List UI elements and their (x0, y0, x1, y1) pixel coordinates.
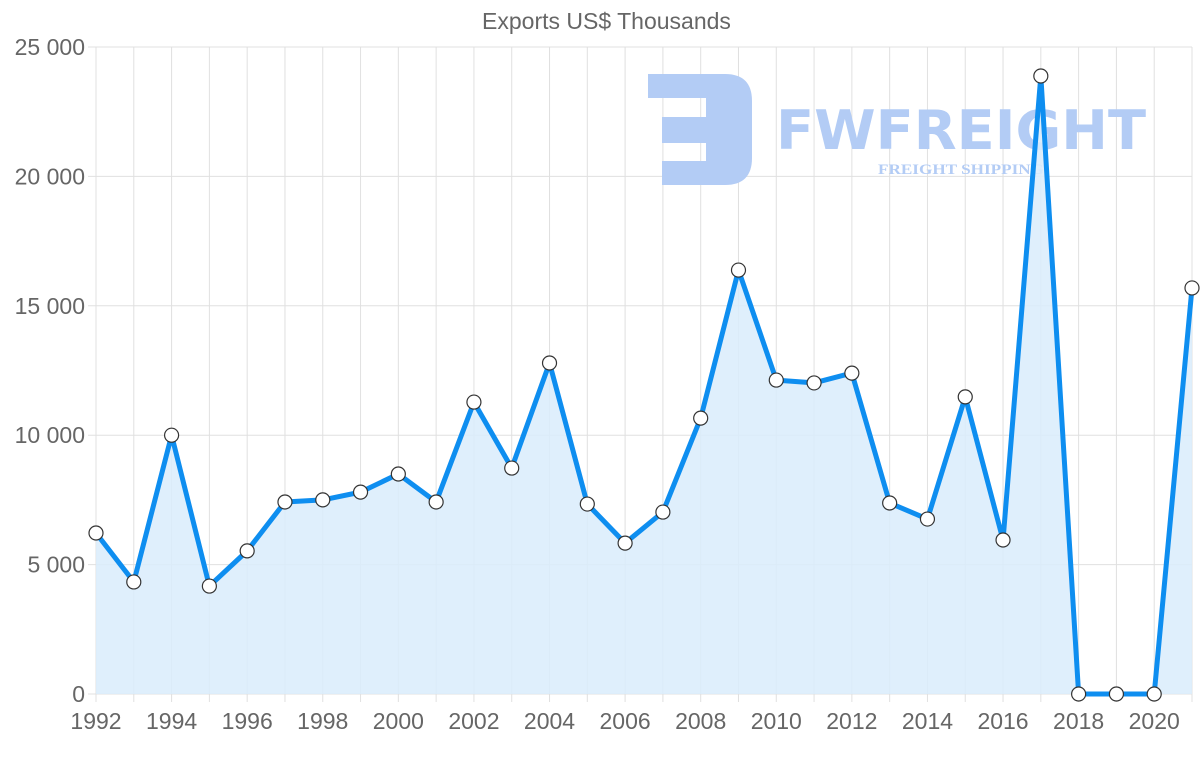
x-tick-label: 2016 (977, 708, 1028, 734)
data-point[interactable] (201, 578, 217, 594)
x-tick-label: 1998 (297, 708, 348, 734)
x-tick-label: 2020 (1129, 708, 1180, 734)
area-fill (96, 75, 1192, 695)
y-tick-label: 25 000 (15, 34, 85, 60)
data-point[interactable] (390, 466, 406, 482)
data-point[interactable] (579, 496, 595, 512)
data-point[interactable] (806, 375, 822, 391)
watermark-tagline: FREIGHT SHIPPING (878, 162, 1044, 178)
data-point[interactable] (957, 389, 973, 405)
data-point[interactable] (126, 574, 142, 590)
data-point[interactable] (730, 262, 747, 278)
watermark-logo: FWFREIGHT FREIGHT SHIPPING (648, 74, 1146, 185)
data-point[interactable] (541, 355, 558, 371)
y-tick-label: 10 000 (15, 422, 85, 448)
y-tick-label: 5 000 (27, 552, 85, 578)
x-tick-label: 2012 (826, 708, 877, 734)
data-point[interactable] (655, 504, 671, 520)
x-tick-label: 1996 (222, 708, 273, 734)
data-point[interactable] (768, 372, 784, 388)
data-point[interactable] (617, 535, 633, 551)
data-point[interactable] (1108, 686, 1125, 702)
y-tick-label: 0 (72, 681, 85, 707)
data-point[interactable] (1184, 280, 1200, 296)
data-point[interactable] (995, 532, 1011, 548)
x-tick-label: 2004 (524, 708, 575, 734)
data-point[interactable] (1071, 686, 1087, 702)
data-point[interactable] (277, 494, 293, 510)
data-point[interactable] (88, 525, 104, 541)
data-point[interactable] (352, 484, 369, 500)
x-tick-label: 1994 (146, 708, 197, 734)
x-tick-label: 2000 (373, 708, 424, 734)
watermark-brand: FWFREIGHT (776, 99, 1146, 162)
data-point[interactable] (844, 365, 860, 381)
x-tick-label: 2002 (448, 708, 499, 734)
data-point[interactable] (882, 495, 898, 511)
x-axis-ticks: 1992 1994 1996 1998 2000 2002 2004 2006 2008 2010… (70, 708, 1179, 734)
watermark-logo-icon (648, 74, 752, 185)
data-point[interactable] (428, 494, 444, 510)
data-point[interactable] (315, 492, 331, 508)
x-tick-label: 2018 (1053, 708, 1104, 734)
y-tick-label: 20 000 (15, 163, 85, 189)
x-tick-label: 2014 (902, 708, 953, 734)
data-line (94, 73, 1195, 697)
data-point[interactable] (163, 427, 180, 443)
data-point[interactable] (919, 511, 936, 527)
y-tick-label: 15 000 (15, 293, 85, 319)
data-points (88, 68, 1200, 702)
data-point[interactable] (504, 460, 520, 476)
data-point[interactable] (1146, 686, 1162, 702)
x-tick-label: 2006 (600, 708, 651, 734)
data-point[interactable] (1033, 68, 1049, 84)
y-axis-ticks: 0 5 000 10 000 15 000 20 000 25 000 (15, 34, 85, 707)
data-point[interactable] (693, 410, 709, 426)
x-tick-label: 2008 (675, 708, 726, 734)
x-tick-label: 2010 (751, 708, 802, 734)
data-point[interactable] (239, 543, 255, 559)
x-tick-label: 1992 (70, 708, 121, 734)
chart-title: Exports US$ Thousands (482, 8, 731, 34)
data-point[interactable] (466, 394, 482, 410)
